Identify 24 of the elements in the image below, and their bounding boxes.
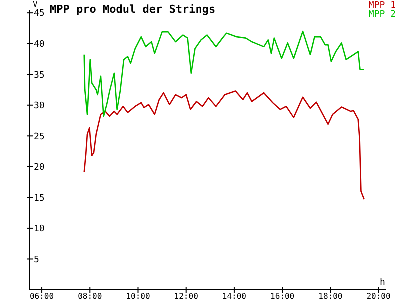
y-tick-label: 5 xyxy=(34,255,40,266)
y-tick-label: 15 xyxy=(34,194,45,204)
y-tick-label: 45 xyxy=(34,9,45,20)
x-axis-title: h xyxy=(380,278,386,288)
y-tick-label: 25 xyxy=(34,132,45,142)
line-series xyxy=(84,30,365,118)
text: MPP 1 xyxy=(368,1,396,11)
x-tick-label: 12:00 xyxy=(174,292,199,300)
line-series xyxy=(84,90,365,200)
chart-title: MPP pro Modul der Strings xyxy=(50,3,216,16)
y-tick-label: 35 xyxy=(34,70,45,81)
y-tick-label: 20 xyxy=(34,163,45,174)
x-tick-label: 08:00 xyxy=(78,292,102,300)
x-tick-label: 18:00 xyxy=(318,292,343,300)
x-tick-label: 16:00 xyxy=(270,292,295,300)
y-tick-label: 30 xyxy=(34,102,45,112)
y-tick-label: 40 xyxy=(34,40,45,50)
text: MPP 2 xyxy=(368,10,396,20)
x-tick-label: 14:00 xyxy=(222,292,247,300)
x-tick-label: 06:00 xyxy=(30,292,54,300)
x-tick-label: 10:00 xyxy=(126,292,150,300)
x-tick-label: 20:00 xyxy=(366,292,392,300)
y-tick-label: 10 xyxy=(34,224,45,235)
y-axis-title: V xyxy=(33,0,38,9)
